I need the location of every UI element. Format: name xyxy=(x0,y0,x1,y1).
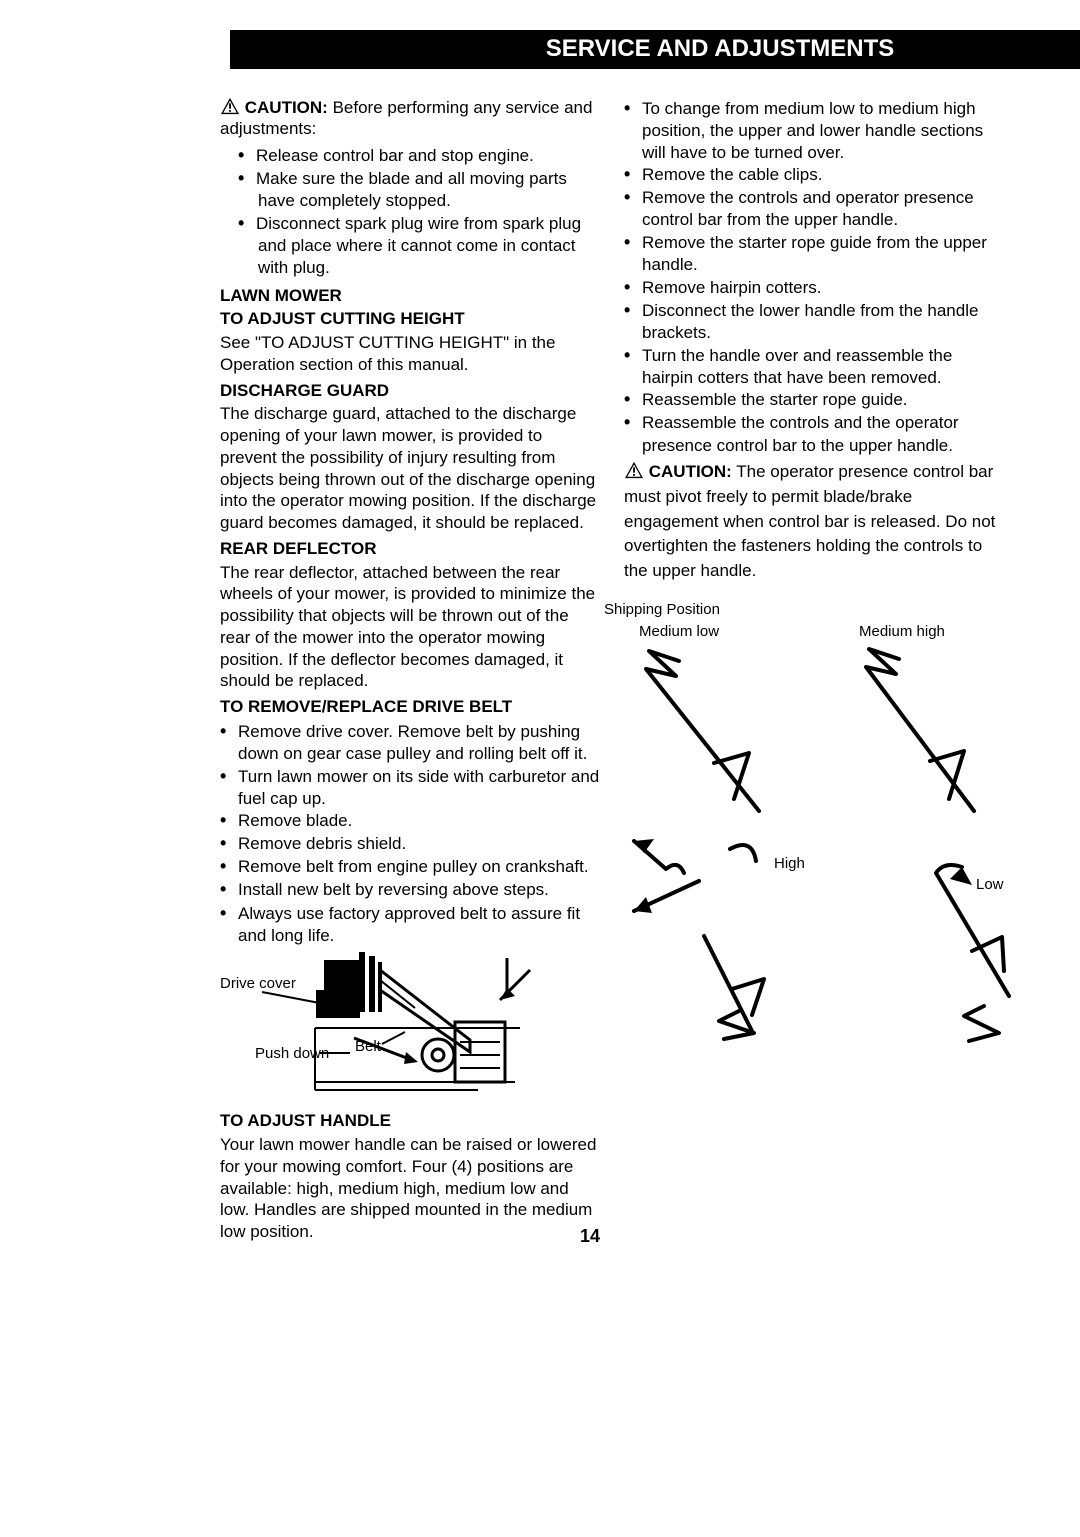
list-item: To change from medium low to medium high… xyxy=(624,97,1004,164)
warning-icon xyxy=(624,461,644,479)
banner-title: SERVICE AND ADJUSTMENTS xyxy=(230,30,1080,69)
list-item: Turn lawn mower on its side with carbure… xyxy=(220,765,600,810)
right-list: To change from medium low to medium high… xyxy=(624,97,1004,457)
caution-1: CAUTION: Before performing any service a… xyxy=(220,97,600,141)
drive-belt-diagram: Drive cover Push down Belt xyxy=(220,950,600,1100)
list-item: Release control bar and stop engine. xyxy=(220,144,600,167)
list-item: Remove blade. xyxy=(220,809,600,832)
adjust-handle-heading: TO ADJUST HANDLE xyxy=(220,1110,600,1132)
caution-2: CAUTION: The operator presence control b… xyxy=(624,460,1004,583)
list-item: Remove the controls and operator presenc… xyxy=(624,186,1004,231)
list-item: Remove the cable clips. xyxy=(624,163,1004,186)
left-column: CAUTION: Before performing any service a… xyxy=(220,97,600,1248)
cutting-height-text: See "TO ADJUST CUTTING HEIGHT" in the Op… xyxy=(220,332,600,376)
drive-belt-heading: TO REMOVE/REPLACE DRIVE BELT xyxy=(220,696,600,718)
belt-diagram-svg xyxy=(220,950,600,1100)
list-item: Disconnect spark plug wire from spark pl… xyxy=(220,212,600,279)
list-item: Disconnect the lower handle from the han… xyxy=(624,299,1004,344)
page: SERVICE AND ADJUSTMENTS CAUTION: Before … xyxy=(0,0,1080,1537)
list-item: Turn the handle over and reassemble the … xyxy=(624,344,1004,389)
caution-label: CAUTION: xyxy=(245,98,328,117)
handle-diagram: Shipping Position Medium low Medium high… xyxy=(604,601,1004,1051)
list-item: Install new belt by reversing above step… xyxy=(220,878,600,901)
list-item: Remove the starter rope guide from the u… xyxy=(624,231,1004,276)
discharge-guard-heading: DISCHARGE GUARD xyxy=(220,380,600,402)
list-item: Remove debris shield. xyxy=(220,832,600,855)
list-item: Remove drive cover. Remove belt by pushi… xyxy=(220,720,600,765)
list-item: Remove belt from engine pulley on cranks… xyxy=(220,855,600,878)
warning-icon xyxy=(220,97,240,115)
lawn-mower-heading: LAWN MOWER xyxy=(220,285,600,307)
list-item: Make sure the blade and all moving parts… xyxy=(220,167,600,212)
two-column-layout: CAUTION: Before performing any service a… xyxy=(220,97,1020,1248)
discharge-guard-text: The discharge guard, attached to the dis… xyxy=(220,403,600,534)
list-item: Remove hairpin cotters. xyxy=(624,276,1004,299)
rear-deflector-text: The rear deflector, attached between the… xyxy=(220,562,600,693)
caution-label: CAUTION: xyxy=(649,462,732,481)
list-item: Reassemble the starter rope guide. xyxy=(624,388,1004,411)
list-item: Always use factory approved belt to assu… xyxy=(220,902,600,947)
list-item: Reassemble the controls and the operator… xyxy=(624,411,1004,456)
handle-diagram-svg xyxy=(604,601,1024,1051)
right-column: To change from medium low to medium high… xyxy=(624,97,1004,1248)
cutting-height-heading: TO ADJUST CUTTING HEIGHT xyxy=(220,308,600,330)
caution-1-list: Release control bar and stop engine. Mak… xyxy=(220,144,600,278)
rear-deflector-heading: REAR DEFLECTOR xyxy=(220,538,600,560)
drive-belt-list: Remove drive cover. Remove belt by pushi… xyxy=(220,720,600,946)
